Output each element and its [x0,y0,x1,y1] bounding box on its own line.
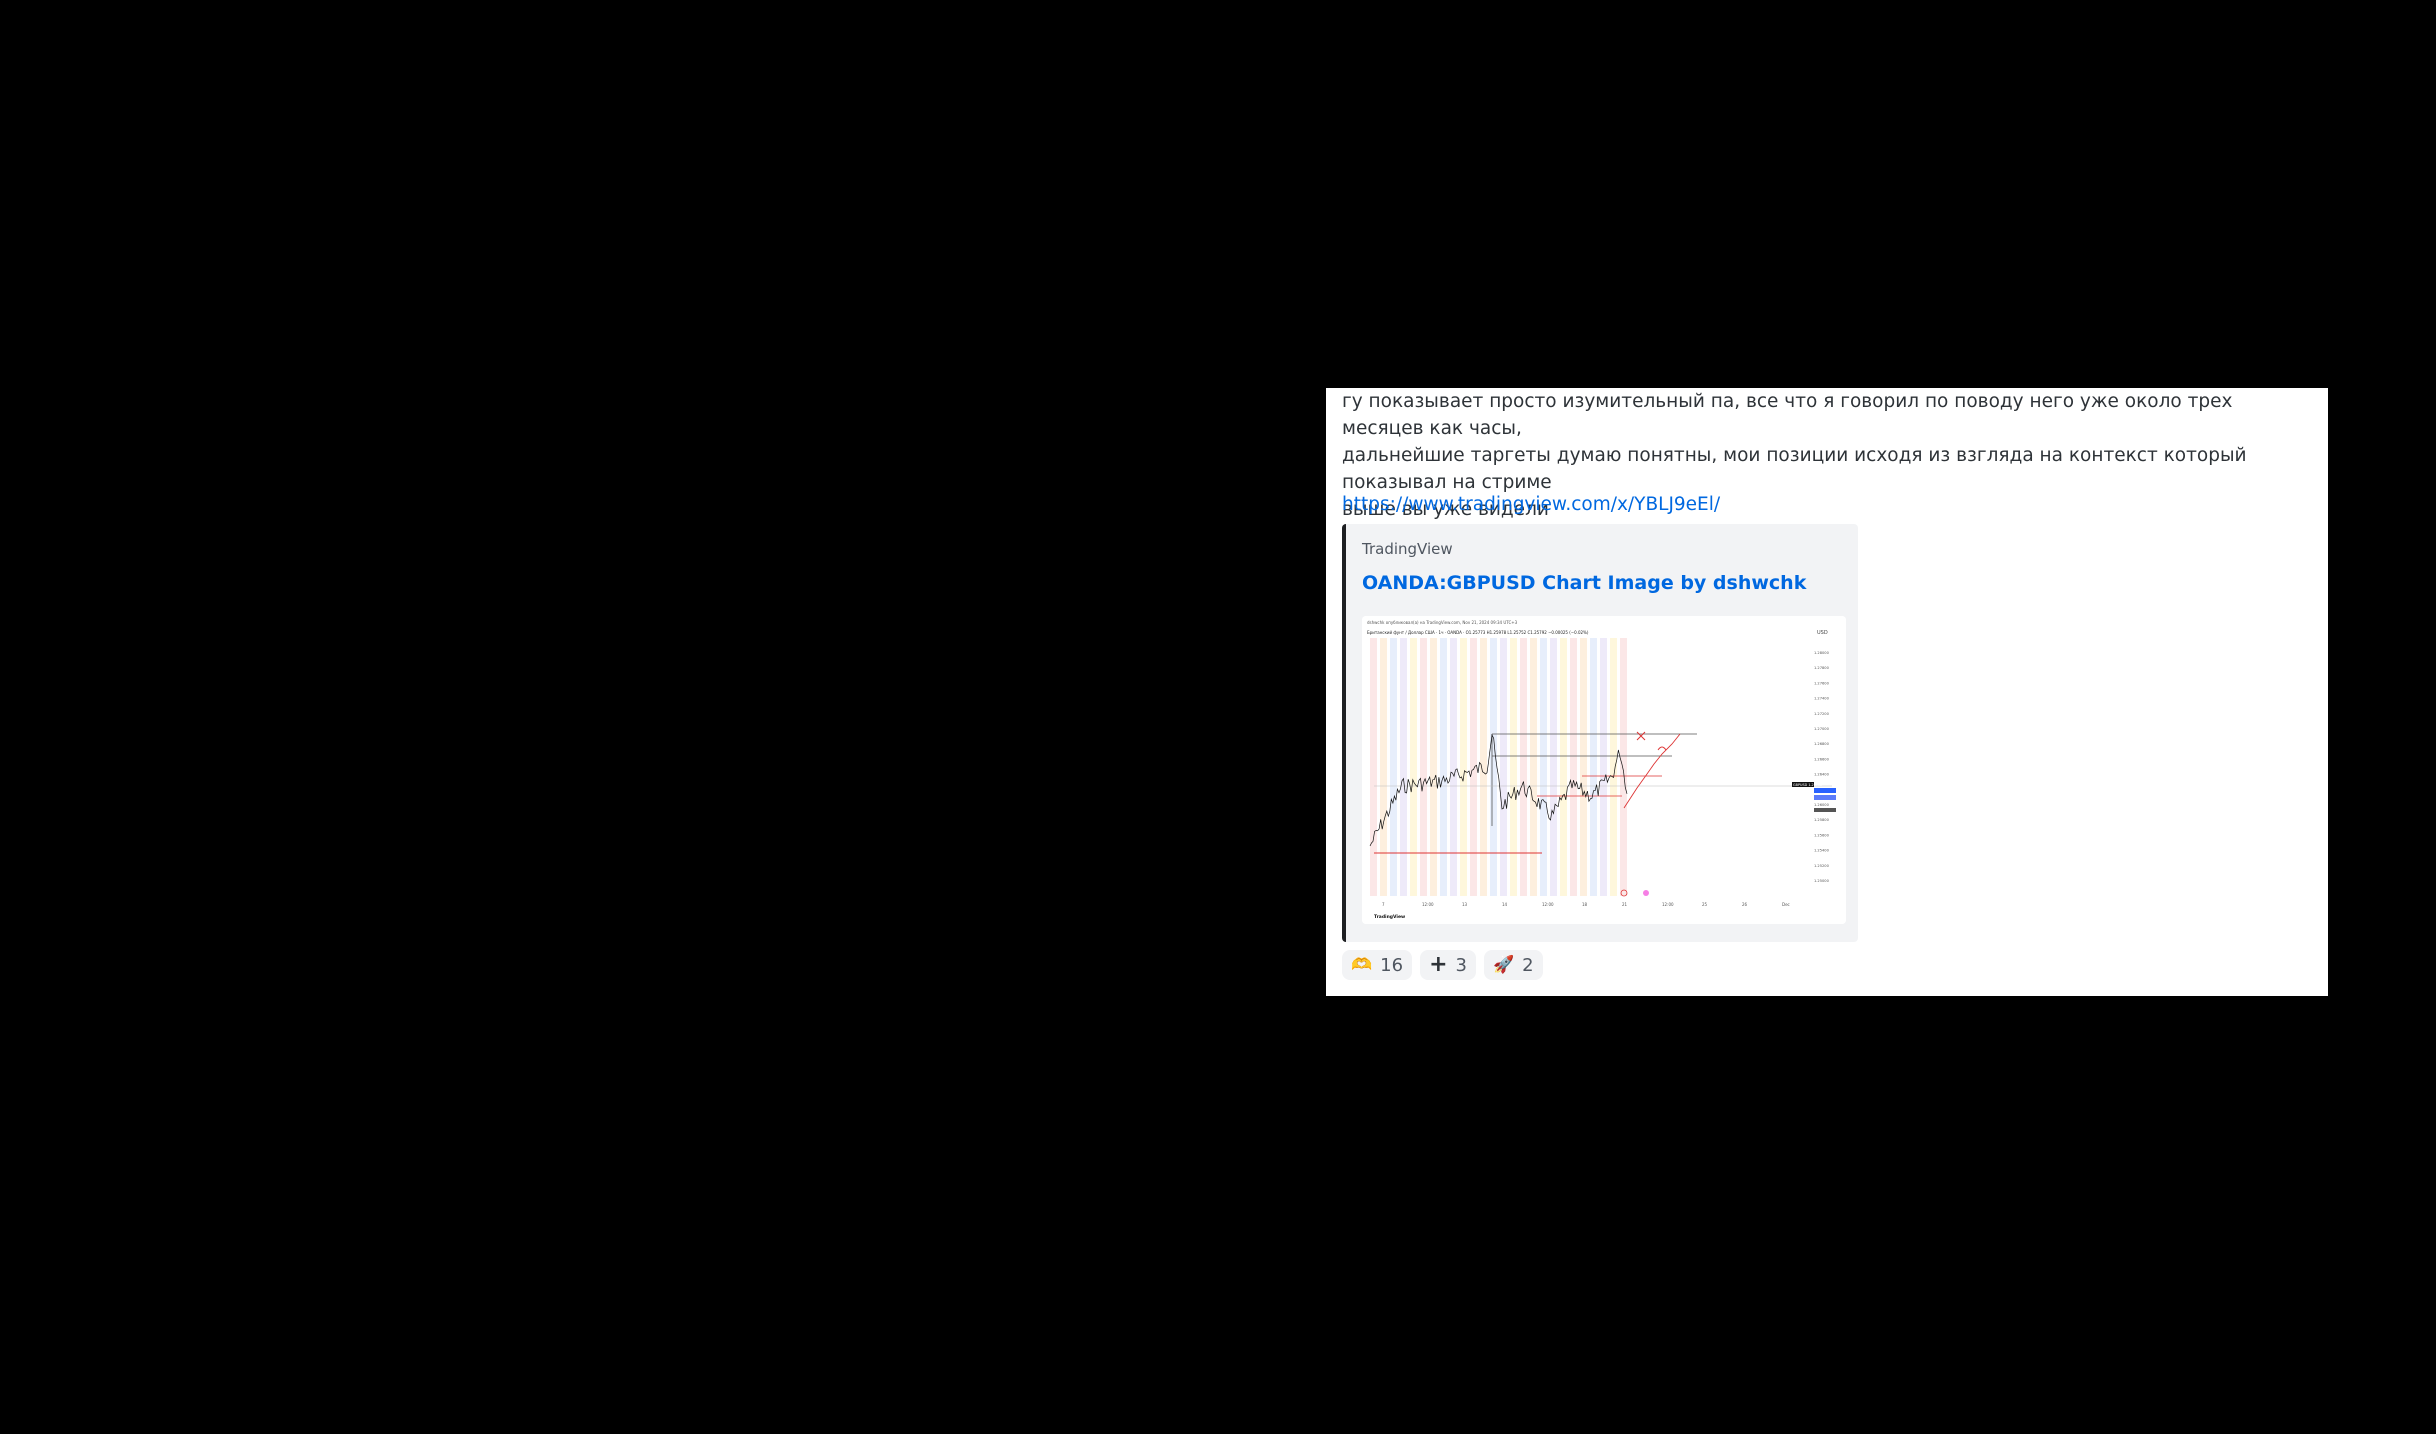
rocket-emoji-icon: 🚀 [1492,954,1515,975]
plus-emoji-icon: + [1429,952,1448,977]
chart-time-tick: Dec [1782,902,1790,907]
reaction-rocket[interactable]: 🚀 2 [1483,950,1543,980]
chart-price-tag: GBPUSD 1.25792 [1793,783,1822,787]
chart-price-tick: 1.27600 [1814,681,1830,685]
reaction-heart-hands[interactable]: 🫶 16 [1342,950,1413,980]
chart-price-tick: 1.26600 [1814,757,1830,761]
chart-price-tick: 1.25200 [1814,864,1830,868]
message-line: гу показывает просто изумительный па, вс… [1342,391,2233,439]
chart-time-tick: 21 [1622,902,1628,907]
message-link[interactable]: https://www.tradingview.com/x/YBLJ9eEl/ [1342,494,1721,515]
chart-price-tick: 1.27400 [1814,697,1830,701]
chart-footer-brand: TradingView [1374,914,1405,920]
chart-price-tick: 1.26400 [1814,773,1830,777]
chart-price-tick: 1.26000 [1814,803,1830,807]
chart-legend-text: Британский фунт / Доллар США · 1ч · OAND… [1367,630,1589,635]
chart-price-tick: 1.27200 [1814,712,1830,716]
chart-price-tick: 1.28000 [1814,651,1830,655]
chart-header-text: dshwchk опубликовал(а) на TradingView.co… [1367,620,1518,625]
heart-hands-emoji-icon: 🫶 [1351,954,1373,975]
reaction-plus[interactable]: + 3 [1420,950,1476,980]
chart-price-tick: 1.27800 [1814,666,1830,670]
chart-time-tick: 12:00 [1422,902,1434,907]
chat-message-panel: гу показывает просто изумительный па, вс… [1326,388,2328,996]
chart-price-tick: 1.25600 [1814,833,1830,837]
message-line: дальнейшие таргеты думаю понятны, мои по… [1342,445,2247,493]
chart-price-tick: 1.26800 [1814,742,1830,746]
reaction-count: 3 [1455,954,1467,976]
chart-time-tick: 18 [1582,902,1588,907]
message-body: гу показывает просто изумительный па, вс… [1342,388,2312,523]
message-line: выше вы уже видели [1342,499,1549,520]
chart-time-tick: 25 [1702,902,1708,907]
reaction-count: 16 [1380,954,1404,976]
chart-price-tick: 1.25800 [1814,818,1830,822]
reaction-count: 2 [1522,954,1534,976]
chart-time-tick: 12:00 [1662,902,1674,907]
chart-time-tick: 13 [1462,902,1468,907]
chart-currency: USD [1817,630,1828,636]
embed-chart-image[interactable]: dshwchk опубликовал(а) на TradingView.co… [1362,616,1846,924]
link-embed: TradingView OANDA:GBPUSD Chart Image by … [1342,524,1858,942]
reaction-bar: 🫶 16 + 3 🚀 2 [1342,950,1543,980]
chart-price-tick: 1.25000 [1814,879,1830,883]
embed-provider[interactable]: TradingView [1362,540,1453,558]
chart-time-tick: 7 [1382,902,1385,907]
chart-time-tick: 14 [1502,902,1508,907]
chart-time-tick: 26 [1742,902,1748,907]
chart-price-tick: 1.25400 [1814,849,1830,853]
chart-time-tick: 12:00 [1542,902,1554,907]
chart-thumbnail: dshwchk опубликовал(а) на TradingView.co… [1362,616,1846,924]
chart-price-tick: 1.27000 [1814,727,1830,731]
embed-title-link[interactable]: OANDA:GBPUSD Chart Image by dshwchk [1362,572,1807,594]
